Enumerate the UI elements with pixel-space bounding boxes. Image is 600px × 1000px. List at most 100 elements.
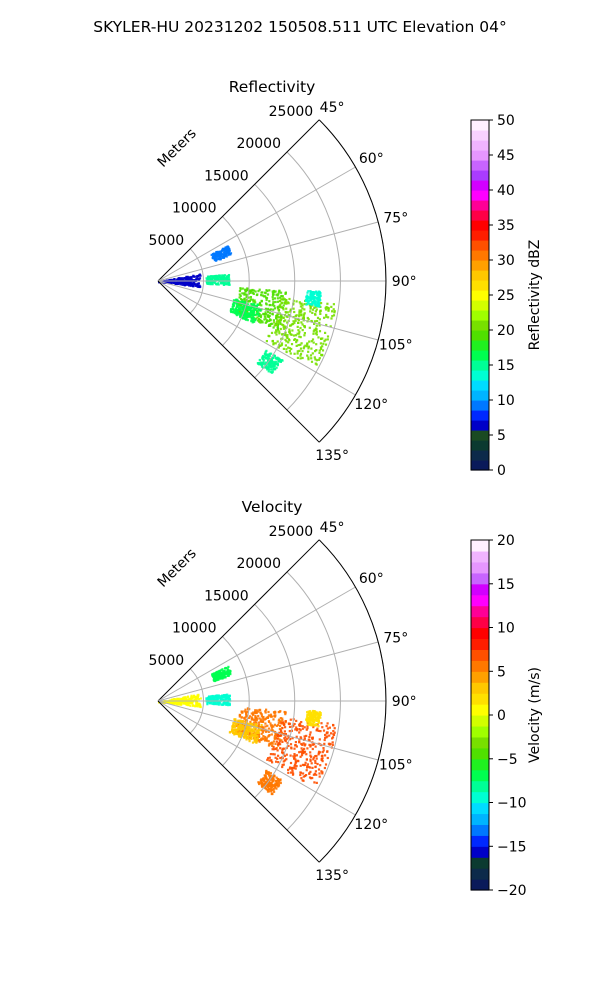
azimuth-tick-label: 120° <box>354 397 388 413</box>
colorbar-segment <box>471 846 489 858</box>
echo-region <box>305 709 322 728</box>
colorbar-segment <box>471 758 489 771</box>
colorbar-segment <box>471 704 489 716</box>
colorbar-label: Reflectivity dBZ <box>527 240 543 351</box>
colorbar-segment <box>471 572 489 585</box>
echo-region <box>265 297 336 366</box>
azimuth-spoke <box>157 700 379 761</box>
colorbar-segment <box>471 460 489 471</box>
colorbar-segment <box>471 627 489 640</box>
colorbar-segment <box>471 190 489 201</box>
colorbar-segment <box>471 150 489 161</box>
range-tick-label: 10000 <box>172 201 217 217</box>
azimuth-tick-label: 105° <box>379 758 413 774</box>
colorbar-segment <box>471 280 489 291</box>
colorbar-segment <box>471 616 489 629</box>
colorbar-segment <box>471 310 489 321</box>
figure-title: SKYLER-HU 20231202 150508.511 UTC Elevat… <box>93 18 507 36</box>
azimuth-spoke <box>157 700 320 863</box>
colorbar-segment <box>471 430 489 441</box>
colorbar-segment <box>471 540 489 552</box>
colorbar-segment <box>471 868 489 880</box>
colorbar-segment <box>471 715 489 727</box>
colorbar-segment <box>471 300 489 311</box>
colorbar-segment <box>471 360 489 371</box>
outer-arc <box>318 539 387 863</box>
echo-region <box>210 245 233 262</box>
azimuth-spoke <box>157 586 356 702</box>
colorbar-segment <box>471 260 489 271</box>
colorbar-segment <box>471 450 489 461</box>
colorbar-segment <box>471 130 489 141</box>
colorbar-segment <box>471 583 489 596</box>
colorbar-segment <box>471 780 489 793</box>
panel-title: Velocity <box>242 498 303 516</box>
colorbar-tick-label: 0 <box>497 708 506 724</box>
azimuth-tick-label: 75° <box>383 630 408 646</box>
colorbar-tick-label: 15 <box>497 358 515 374</box>
echo-region <box>205 693 232 707</box>
colorbar: −20 −15 −10 −5 0 5 10 15 20 Velocity (m/s) <box>470 533 543 899</box>
colorbar-tick-label: 5 <box>497 664 506 680</box>
range-axis-label: Meters <box>155 546 200 591</box>
colorbar-segment <box>471 140 489 151</box>
azimuth-spoke <box>157 539 320 702</box>
colorbar-segment <box>471 420 489 431</box>
azimuth-tick-label: 60° <box>359 151 384 167</box>
colorbar-segment <box>471 410 489 421</box>
echo-region <box>228 718 263 744</box>
colorbar-segment <box>471 440 489 451</box>
range-tick-label: 25000 <box>269 524 314 540</box>
colorbar-segment <box>471 550 489 563</box>
range-tick-label: 20000 <box>236 136 281 152</box>
colorbar-tick-label: 20 <box>497 533 515 549</box>
colorbar-segment <box>471 835 489 847</box>
colorbar-segment <box>471 824 489 836</box>
colorbar-segment <box>471 200 489 211</box>
colorbar-segment <box>471 340 489 351</box>
azimuth-spoke <box>157 280 356 396</box>
colorbar-tick-label: 10 <box>497 393 515 409</box>
colorbar-segment <box>471 605 489 618</box>
colorbar-segment <box>471 160 489 171</box>
colorbar-segment <box>471 180 489 191</box>
range-tick-label: 15000 <box>204 168 249 184</box>
colorbar-segment <box>471 210 489 221</box>
azimuth-spoke <box>157 280 320 443</box>
colorbar-segment <box>471 240 489 251</box>
colorbar-segment <box>471 638 489 650</box>
azimuth-spoke <box>157 119 320 282</box>
colorbar-tick-label: 40 <box>497 183 515 199</box>
colorbar-tick-label: 45 <box>497 148 515 164</box>
azimuth-tick-label: 135° <box>315 868 349 884</box>
colorbar-segment <box>471 660 489 672</box>
echo-region <box>205 274 231 286</box>
colorbar-segment <box>471 390 489 401</box>
colorbar-segment <box>471 380 489 391</box>
azimuth-tick-label: 90° <box>392 694 417 710</box>
radar-panel-1: Velocity 5000 10000 15000 20000 25000 45° 60° 75… <box>149 498 543 899</box>
colorbar-segment <box>471 747 489 760</box>
azimuth-tick-label: 90° <box>392 274 417 290</box>
echo-region <box>229 298 262 324</box>
range-tick-label: 15000 <box>204 588 249 604</box>
colorbar-segment <box>471 736 489 749</box>
azimuth-tick-label: 60° <box>359 571 384 587</box>
azimuth-tick-label: 45° <box>320 520 345 536</box>
colorbar-segment <box>471 170 489 181</box>
azimuth-tick-label: 120° <box>354 817 388 833</box>
colorbar-segment <box>471 725 489 738</box>
colorbar-segment <box>471 769 489 782</box>
colorbar-segment <box>471 561 489 574</box>
range-tick-label: 5000 <box>149 233 185 249</box>
azimuth-spoke <box>157 166 356 282</box>
colorbar-segment <box>471 220 489 231</box>
range-tick-label: 25000 <box>269 104 314 120</box>
colorbar-segment <box>471 290 489 301</box>
colorbar: 0 5 10 15 20 25 30 35 40 45 50 Reflectivity dBZ <box>470 113 543 479</box>
colorbar-segment <box>471 671 489 683</box>
colorbar-segment <box>471 813 489 825</box>
panel-title: Reflectivity <box>229 78 316 96</box>
azimuth-spoke <box>157 280 379 341</box>
